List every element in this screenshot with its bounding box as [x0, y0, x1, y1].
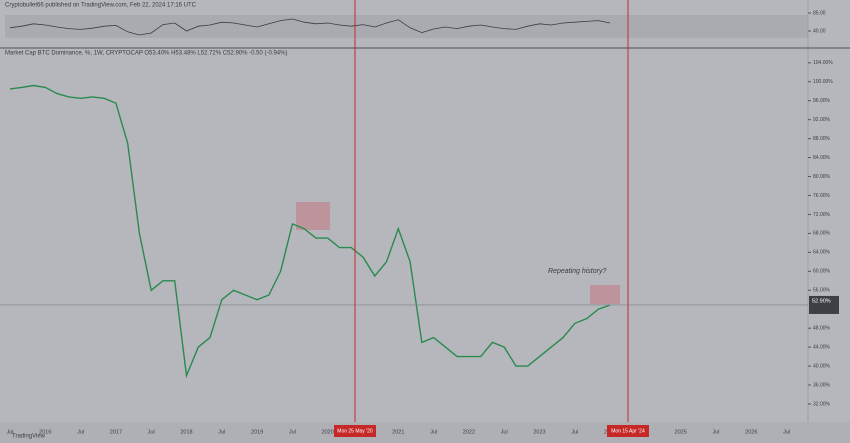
y-tick-label: 88.00% — [813, 136, 831, 142]
x-tick-label: Jul — [501, 429, 508, 435]
x-tick-label: 2019 — [251, 429, 263, 435]
x-tick-label: 2025 — [675, 429, 687, 435]
annotation: Repeating history? — [548, 268, 606, 275]
y-tick-label: 68.00% — [813, 231, 831, 237]
x-tick-label: 2020 — [322, 429, 334, 435]
y-tick-label: 72.00% — [813, 212, 831, 218]
y-tick-label: 96.00% — [813, 98, 831, 104]
data-line — [9, 84, 611, 379]
x-tick-label: 2018 — [180, 429, 192, 435]
y-tick-label: 92.00% — [813, 117, 831, 123]
x-tick-label: 2021 — [392, 429, 404, 435]
data-line — [9, 18, 611, 36]
footer-logo: TradingView — [12, 434, 46, 440]
x-tick-label: Jul — [6, 429, 13, 435]
x-tick-label: Jul — [571, 429, 578, 435]
last-value-box — [809, 295, 839, 314]
y-tick-label: 84.00% — [813, 155, 831, 161]
x-tick-label: 2026 — [745, 429, 757, 435]
y-tick-label: 60.00% — [813, 269, 831, 275]
x-tick-label: 2016 — [39, 429, 51, 435]
y-tick-label: 85.00 — [813, 10, 826, 16]
header: Cryptobullet66 published on TradingView.… — [5, 3, 197, 9]
highlight-box — [296, 202, 330, 230]
rsi-band — [5, 15, 808, 38]
x-tick-label: 2017 — [110, 429, 122, 435]
y-tick-label: 64.00% — [813, 250, 831, 256]
y-tick-label: 56.00% — [813, 288, 831, 294]
y-tick-label: 40.00 — [813, 28, 826, 34]
y-tick-label: 44.00% — [813, 344, 831, 350]
event-date-box — [334, 425, 376, 437]
legend-text: Market Cap BTC Dominance, %, 1W, CRYPTOC… — [5, 51, 287, 57]
y-tick-label: 76.00% — [813, 193, 831, 199]
time-axis — [0, 422, 850, 443]
x-tick-label: Jul — [430, 429, 437, 435]
y-tick-label: 104.00% — [813, 60, 833, 66]
highlight-box — [590, 285, 620, 304]
y-tick-label: 48.00% — [813, 325, 831, 331]
x-tick-label: Jul — [783, 429, 790, 435]
last-value-label: 52.90% — [812, 298, 831, 304]
x-tick-label: Jul — [148, 429, 155, 435]
x-tick-label: Jul — [77, 429, 84, 435]
event-date-label: Mon 15 Apr '24 — [611, 428, 645, 434]
x-tick-label: Jul — [218, 429, 225, 435]
x-tick-label: Jul — [289, 429, 296, 435]
event-date-box — [607, 425, 649, 437]
y-tick-label: 100.00% — [813, 79, 833, 85]
x-tick-label: Jul — [712, 429, 719, 435]
y-tick-label: 40.00% — [813, 363, 831, 369]
y-tick-label: 32.00% — [813, 401, 831, 407]
x-tick-label: 2023 — [533, 429, 545, 435]
y-tick-label: 36.00% — [813, 382, 831, 388]
event-date-label: Mon 25 May '20 — [337, 428, 373, 434]
y-tick-label: 80.00% — [813, 174, 831, 180]
x-tick-label: 2022 — [463, 429, 475, 435]
